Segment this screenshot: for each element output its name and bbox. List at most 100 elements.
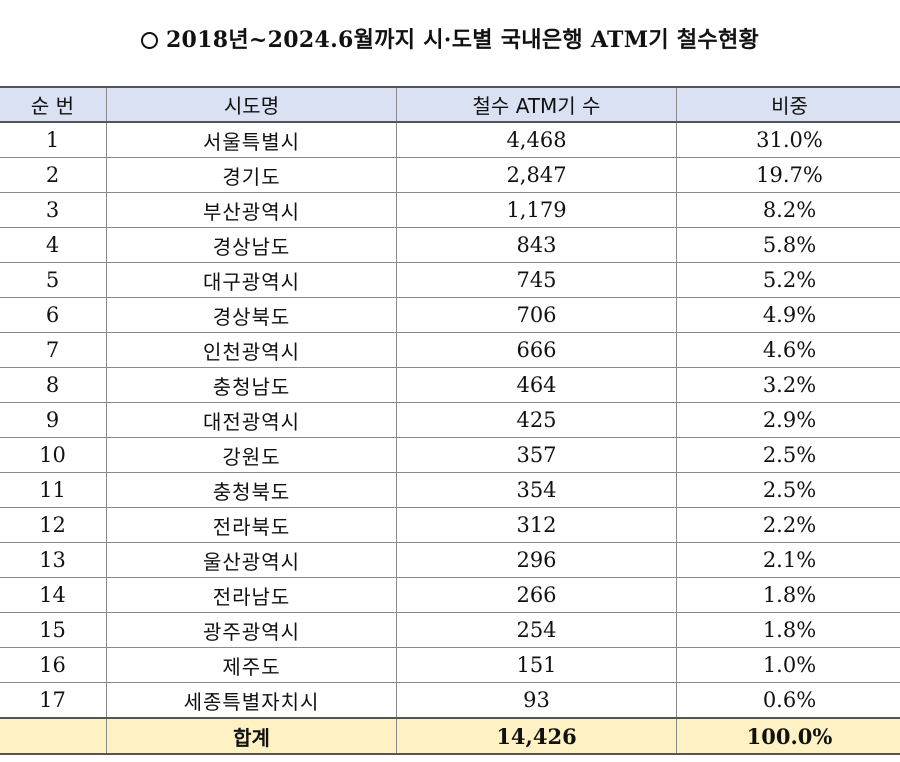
table-row: 3 부산광역시 1,179 8.2% <box>0 192 900 228</box>
rank-cell: 2 <box>0 157 107 193</box>
rank-cell: 8 <box>0 367 107 403</box>
table-body: 1 서울특별시 4,468 31.0% 2 경기도 2,847 19.7% 3 부산광역시 1,17… <box>0 121 900 719</box>
rank-cell: 7 <box>0 332 107 368</box>
region-cell: 전라북도 <box>106 507 397 543</box>
share-cell: 5.8% <box>676 227 900 263</box>
table-row: 7 인천광역시 666 4.6% <box>0 332 900 368</box>
count-cell: 312 <box>396 507 677 543</box>
table-row: 5 대구광역시 745 5.2% <box>0 262 900 298</box>
rank-cell: 5 <box>0 262 107 298</box>
region-cell: 광주광역시 <box>106 612 397 648</box>
rank-cell: 13 <box>0 542 107 578</box>
rank-cell: 15 <box>0 612 107 648</box>
share-cell: 4.6% <box>676 332 900 368</box>
circle-bullet-icon <box>140 32 158 49</box>
rank-cell: 12 <box>0 507 107 543</box>
rank-cell: 1 <box>0 121 107 158</box>
region-cell: 인천광역시 <box>106 332 397 368</box>
rank-cell: 17 <box>0 682 107 719</box>
share-cell: 31.0% <box>676 121 900 158</box>
region-cell: 충청북도 <box>106 472 397 508</box>
table-header-row: 순 번 시도명 철수 ATM기 수 비중 <box>0 86 900 123</box>
total-share: 100.0% <box>676 717 900 755</box>
count-cell: 254 <box>396 612 677 648</box>
rank-cell: 6 <box>0 297 107 333</box>
count-cell: 706 <box>396 297 677 333</box>
region-cell: 울산광역시 <box>106 542 397 578</box>
rank-cell: 4 <box>0 227 107 263</box>
table-row: 14 전라남도 266 1.8% <box>0 577 900 613</box>
table-row: 16 제주도 151 1.0% <box>0 647 900 683</box>
region-cell: 부산광역시 <box>106 192 397 228</box>
region-cell: 충청남도 <box>106 367 397 403</box>
table-row: 9 대전광역시 425 2.9% <box>0 402 900 438</box>
count-cell: 151 <box>396 647 677 683</box>
table-row: 13 울산광역시 296 2.1% <box>0 542 900 578</box>
page-title: 2018년~2024.6월까지 시·도별 국내은행 ATM기 철수현황 <box>0 22 900 54</box>
share-cell: 19.7% <box>676 157 900 193</box>
count-cell: 1,179 <box>396 192 677 228</box>
atm-withdrawal-table: 순 번 시도명 철수 ATM기 수 비중 1 서울특별시 4,468 31.0% 2 경기… <box>0 86 900 755</box>
share-cell: 4.9% <box>676 297 900 333</box>
header-share: 비중 <box>676 86 900 123</box>
table-row: 11 충청북도 354 2.5% <box>0 472 900 508</box>
share-cell: 2.9% <box>676 402 900 438</box>
header-region: 시도명 <box>106 86 397 123</box>
title-text: 2018년~2024.6월까지 시·도별 국내은행 ATM기 철수현황 <box>165 27 760 53</box>
count-cell: 425 <box>396 402 677 438</box>
count-cell: 745 <box>396 262 677 298</box>
share-cell: 2.2% <box>676 507 900 543</box>
total-count: 14,426 <box>396 717 677 755</box>
rank-cell: 3 <box>0 192 107 228</box>
share-cell: 1.8% <box>676 577 900 613</box>
region-cell: 세종특별자치시 <box>106 682 397 719</box>
region-cell: 제주도 <box>106 647 397 683</box>
rank-cell: 10 <box>0 437 107 473</box>
total-rank-cell <box>0 717 107 755</box>
count-cell: 843 <box>396 227 677 263</box>
rank-cell: 14 <box>0 577 107 613</box>
count-cell: 464 <box>396 367 677 403</box>
count-cell: 266 <box>396 577 677 613</box>
share-cell: 2.1% <box>676 542 900 578</box>
share-cell: 1.8% <box>676 612 900 648</box>
rank-cell: 9 <box>0 402 107 438</box>
share-cell: 2.5% <box>676 437 900 473</box>
region-cell: 경상남도 <box>106 227 397 263</box>
table-row: 12 전라북도 312 2.2% <box>0 507 900 543</box>
rank-cell: 16 <box>0 647 107 683</box>
share-cell: 5.2% <box>676 262 900 298</box>
count-cell: 296 <box>396 542 677 578</box>
share-cell: 8.2% <box>676 192 900 228</box>
region-cell: 경상북도 <box>106 297 397 333</box>
region-cell: 대구광역시 <box>106 262 397 298</box>
region-cell: 대전광역시 <box>106 402 397 438</box>
total-label: 합계 <box>106 717 397 755</box>
share-cell: 3.2% <box>676 367 900 403</box>
table-row: 8 충청남도 464 3.2% <box>0 367 900 403</box>
share-cell: 2.5% <box>676 472 900 508</box>
table-row: 15 광주광역시 254 1.8% <box>0 612 900 648</box>
count-cell: 666 <box>396 332 677 368</box>
region-cell: 경기도 <box>106 157 397 193</box>
rank-cell: 11 <box>0 472 107 508</box>
region-cell: 강원도 <box>106 437 397 473</box>
table-row: 17 세종특별자치시 93 0.6% <box>0 682 900 719</box>
table-row: 6 경상북도 706 4.9% <box>0 297 900 333</box>
share-cell: 0.6% <box>676 682 900 719</box>
count-cell: 2,847 <box>396 157 677 193</box>
region-cell: 전라남도 <box>106 577 397 613</box>
header-count: 철수 ATM기 수 <box>396 86 677 123</box>
count-cell: 4,468 <box>396 121 677 158</box>
header-rank: 순 번 <box>0 86 107 123</box>
region-cell: 서울특별시 <box>106 121 397 158</box>
count-cell: 354 <box>396 472 677 508</box>
count-cell: 357 <box>396 437 677 473</box>
table-row: 4 경상남도 843 5.8% <box>0 227 900 263</box>
share-cell: 1.0% <box>676 647 900 683</box>
table-row: 10 강원도 357 2.5% <box>0 437 900 473</box>
count-cell: 93 <box>396 682 677 719</box>
total-row: 합계 14,426 100.0% <box>0 717 900 755</box>
table-row: 2 경기도 2,847 19.7% <box>0 157 900 193</box>
table-row: 1 서울특별시 4,468 31.0% <box>0 121 900 158</box>
